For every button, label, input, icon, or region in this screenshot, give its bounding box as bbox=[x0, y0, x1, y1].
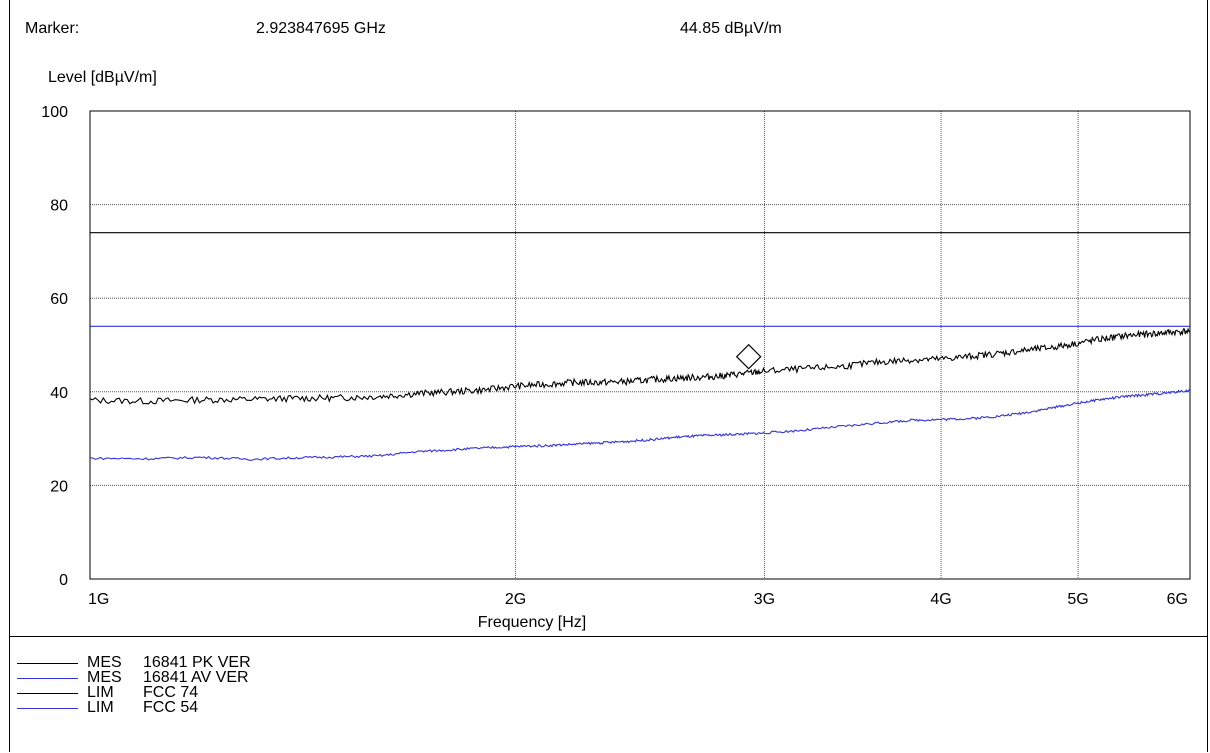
y-axis-label: Level [dBµV/m] bbox=[48, 69, 157, 86]
plot-frame bbox=[9, 0, 1208, 752]
legend-prefix: LIM bbox=[87, 699, 114, 716]
legend-series-name: 16841 AV VER bbox=[143, 669, 249, 686]
legend-label: LIM FCC 74 bbox=[87, 685, 198, 701]
marker-level: 44.85 dBµV/m bbox=[680, 20, 782, 37]
legend-prefix: MES bbox=[87, 654, 122, 671]
legend-label: MES 16841 PK VER bbox=[87, 655, 251, 671]
y-tick-label: 40 bbox=[50, 385, 68, 402]
legend-series-name: 16841 PK VER bbox=[143, 654, 251, 671]
x-tick-label: 3G bbox=[754, 591, 775, 608]
legend-swatch bbox=[17, 678, 78, 679]
legend-label: MES 16841 AV VER bbox=[87, 670, 249, 686]
legend-swatch bbox=[17, 693, 78, 694]
y-tick-label: 0 bbox=[59, 572, 68, 589]
x-tick-label: 4G bbox=[930, 591, 951, 608]
legend-swatch bbox=[17, 708, 78, 709]
legend-prefix: LIM bbox=[87, 684, 114, 701]
legend-series-name: FCC 74 bbox=[143, 684, 199, 701]
legend-label: LIM FCC 54 bbox=[87, 700, 198, 716]
y-tick-label: 20 bbox=[50, 478, 68, 495]
legend-swatch bbox=[17, 663, 78, 664]
x-axis-label: Frequency [Hz] bbox=[478, 614, 586, 631]
y-tick-label: 100 bbox=[41, 104, 68, 121]
x-tick-label: 5G bbox=[1067, 591, 1088, 608]
x-tick-label: 2G bbox=[505, 591, 526, 608]
legend-series-name: FCC 54 bbox=[143, 699, 199, 716]
plot-border bbox=[89, 110, 1191, 580]
marker-diamond-icon bbox=[735, 343, 762, 370]
x-tick-label: 1G bbox=[88, 591, 109, 608]
marker-frequency: 2.923847695 GHz bbox=[256, 20, 386, 37]
y-tick-label: 80 bbox=[50, 198, 68, 215]
legend-prefix: MES bbox=[87, 669, 122, 686]
series-av-line bbox=[89, 389, 1191, 461]
plot-area bbox=[90, 111, 1190, 579]
y-tick-label: 60 bbox=[50, 291, 68, 308]
marker-label: Marker: bbox=[25, 20, 80, 37]
series-pk-line bbox=[89, 327, 1191, 405]
x-tick-label: 6G bbox=[1167, 591, 1188, 608]
legend-divider bbox=[9, 636, 1208, 637]
